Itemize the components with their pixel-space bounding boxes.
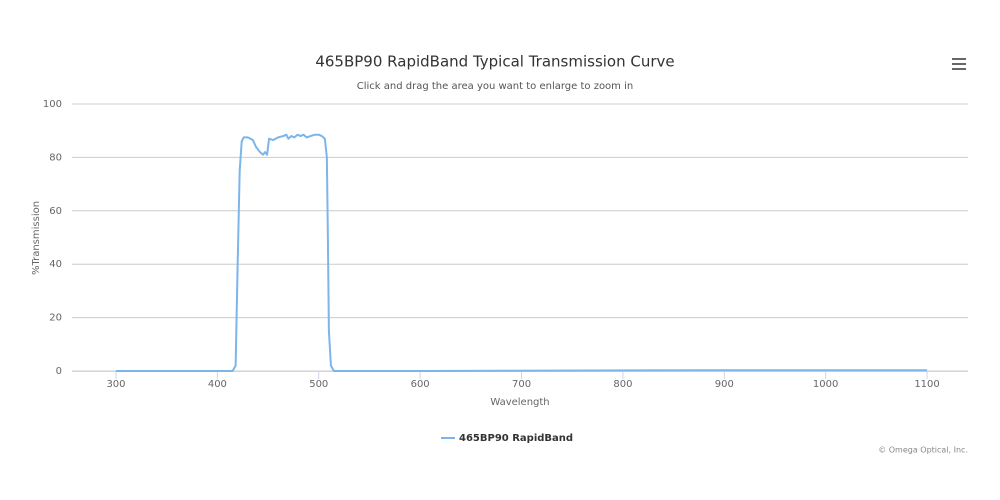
x-tick-label: 500	[309, 379, 328, 390]
x-tick-label: 400	[208, 379, 227, 390]
menu-bar	[952, 63, 966, 65]
x-tick-label: 800	[613, 379, 632, 390]
menu-bar	[952, 58, 966, 60]
y-tick-label: 20	[49, 313, 62, 324]
x-axis-title: Wavelength	[490, 397, 549, 408]
y-tick-label: 80	[49, 152, 62, 163]
x-tick-label: 700	[512, 379, 531, 390]
menu-bar	[952, 68, 966, 70]
x-tick-label: 600	[411, 379, 430, 390]
credits: © Omega Optical, Inc.	[878, 446, 968, 455]
x-tick-label: 300	[106, 379, 125, 390]
legend-label: 465BP90 RapidBand	[459, 433, 573, 444]
x-tick-label: 1000	[813, 379, 838, 390]
y-axis-title: %Transmission	[31, 201, 42, 275]
y-tick-label: 40	[49, 259, 62, 270]
chart-title: 465BP90 RapidBand Typical Transmission C…	[315, 53, 674, 71]
series-line	[115, 133, 928, 372]
menu-button[interactable]	[952, 58, 966, 70]
y-tick-label: 60	[49, 206, 62, 217]
y-tick-label: 100	[43, 99, 62, 110]
legend-item[interactable]: 465BP90 RapidBand	[441, 433, 573, 444]
y-tick-label: 0	[56, 366, 62, 377]
chart-subtitle: Click and drag the area you want to enla…	[357, 81, 633, 92]
x-tick-label: 1100	[914, 379, 939, 390]
x-tick-label: 900	[715, 379, 734, 390]
